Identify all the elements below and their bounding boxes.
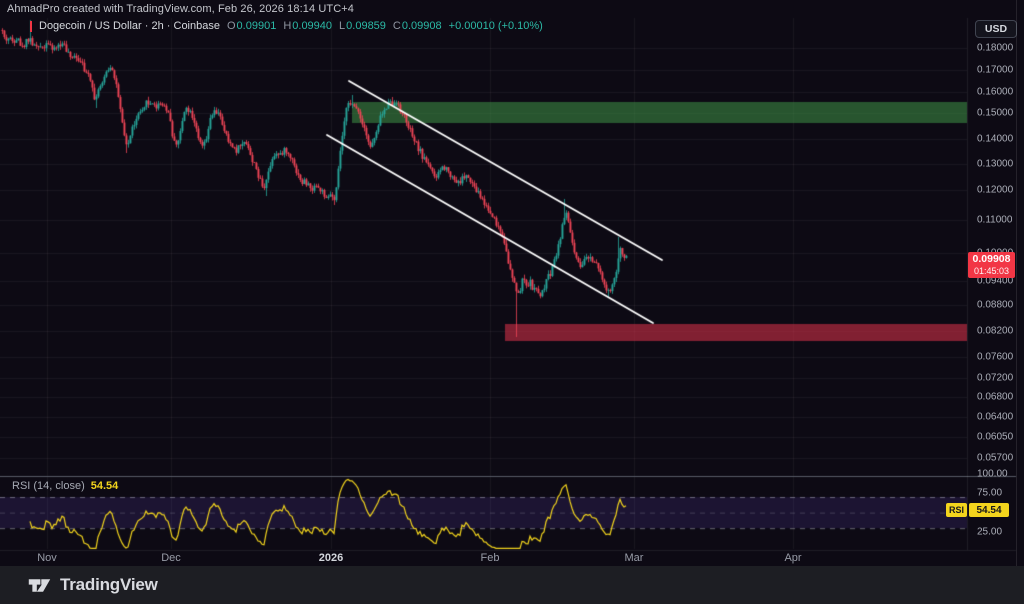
time-tick-label: Apr bbox=[784, 552, 802, 564]
axis-tick-label: 75.00 bbox=[977, 487, 1003, 499]
legend-direction-marker bbox=[30, 20, 32, 32]
axis-tick-label: 25.00 bbox=[977, 526, 1003, 538]
attribution-text: AhmadPro created with TradingView.com, F… bbox=[7, 3, 354, 15]
axis-tick-label: 0.15000 bbox=[977, 107, 1014, 119]
rsi-legend-value: 54.54 bbox=[90, 480, 119, 492]
axis-tick-label: 0.14000 bbox=[977, 133, 1014, 145]
footer-bar: TradingView bbox=[0, 566, 1024, 604]
ohlc-low: L 0.09859 bbox=[339, 20, 386, 32]
rsi-axis-value-badge: 54.54 bbox=[969, 503, 1009, 517]
time-tick-label: 2026 bbox=[318, 552, 344, 564]
axis-tick-label: 0.07200 bbox=[977, 372, 1014, 384]
time-tick-label: Dec bbox=[161, 552, 181, 564]
ohlc-close-value: 0.09908 bbox=[401, 20, 442, 32]
time-tick-label: Mar bbox=[624, 552, 644, 564]
ohlc-open-value: 0.09901 bbox=[236, 20, 277, 32]
axis-tick-label: 0.13000 bbox=[977, 158, 1014, 170]
axis-tick-label: 0.07600 bbox=[977, 351, 1014, 363]
last-price-label: 0.09908 01:45:03 bbox=[968, 252, 1015, 278]
right-edge-divider bbox=[1016, 0, 1017, 566]
time-tick-label: Feb bbox=[480, 552, 500, 564]
tradingview-logo-link[interactable]: TradingView bbox=[27, 573, 158, 598]
ohlc-open-label: O bbox=[226, 20, 236, 32]
axis-tick-label: 100.00 bbox=[977, 468, 1008, 480]
ohlc-low-value: 0.09859 bbox=[346, 20, 386, 32]
axis-tick-label: 0.06400 bbox=[977, 411, 1014, 423]
bar-countdown-timer: 01:45:03 bbox=[973, 266, 1010, 276]
axis-tick-label: 0.06050 bbox=[977, 431, 1014, 443]
ohlc-low-label: L bbox=[339, 20, 346, 32]
currency-toggle-button[interactable]: USD bbox=[975, 20, 1017, 38]
ohlc-high: H 0.09940 bbox=[283, 20, 332, 32]
symbol-legend[interactable]: Dogecoin / US Dollar · 2h · Coinbase O 0.… bbox=[30, 20, 543, 32]
tradingview-wordmark: TradingView bbox=[60, 575, 158, 594]
axis-tick-label: 0.18000 bbox=[977, 42, 1014, 54]
last-price-value: 0.09908 bbox=[972, 253, 1011, 265]
axis-tick-label: 0.11000 bbox=[977, 214, 1013, 226]
price-axis[interactable]: 25.0050.0075.00100.000.057000.060500.064… bbox=[946, 0, 1024, 566]
axis-tick-label: 0.08200 bbox=[977, 325, 1014, 337]
rsi-axis-badge: RSI bbox=[946, 503, 967, 517]
axis-tick-label: 0.06800 bbox=[977, 391, 1014, 403]
tradingview-logo-icon bbox=[28, 578, 51, 592]
rsi-title: RSI (14, close) bbox=[12, 480, 85, 492]
axis-tick-label: 0.05700 bbox=[977, 452, 1014, 464]
time-axis[interactable]: Nov Dec 2026 Feb Mar Apr bbox=[0, 550, 1017, 566]
symbol-title[interactable]: Dogecoin / US Dollar · 2h · Coinbase bbox=[39, 20, 220, 32]
ohlc-high-value: 0.09940 bbox=[292, 20, 333, 32]
ohlc-high-label: H bbox=[283, 20, 292, 32]
ohlc-open: O 0.09901 bbox=[227, 20, 276, 32]
change-value: +0.00010 (+0.10%) bbox=[448, 20, 543, 32]
rsi-legend[interactable]: RSI (14, close) 54.54 bbox=[12, 480, 118, 492]
time-tick-label: Nov bbox=[37, 552, 57, 564]
axis-tick-label: 0.12000 bbox=[977, 184, 1014, 196]
axis-tick-label: 0.09400 bbox=[977, 275, 1014, 287]
ohlc-close: C 0.09908 bbox=[393, 20, 442, 32]
ohlc-close-label: C bbox=[392, 20, 401, 32]
axis-tick-label: 0.17000 bbox=[977, 64, 1014, 76]
axis-tick-label: 0.16000 bbox=[977, 86, 1014, 98]
axis-tick-label: 0.08800 bbox=[977, 299, 1014, 311]
